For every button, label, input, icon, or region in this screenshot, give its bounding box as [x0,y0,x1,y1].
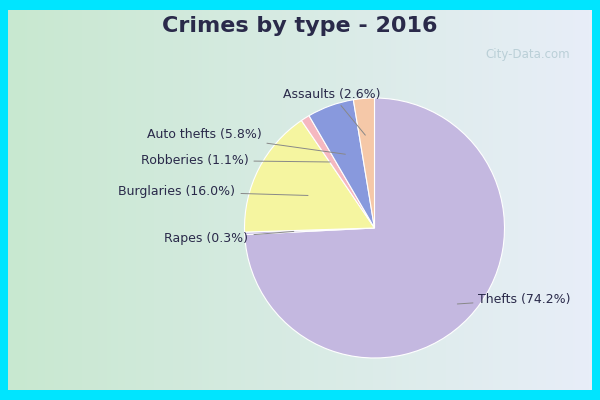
Text: Crimes by type - 2016: Crimes by type - 2016 [162,16,438,36]
Text: Assaults (2.6%): Assaults (2.6%) [283,88,380,135]
Wedge shape [245,228,374,234]
Wedge shape [301,116,374,228]
Wedge shape [353,98,374,228]
Text: Thefts (74.2%): Thefts (74.2%) [457,293,571,306]
Wedge shape [245,98,505,358]
Text: Rapes (0.3%): Rapes (0.3%) [164,232,294,245]
Text: Burglaries (16.0%): Burglaries (16.0%) [118,185,308,198]
Wedge shape [245,120,374,232]
Text: Auto thefts (5.8%): Auto thefts (5.8%) [146,128,346,154]
Wedge shape [309,100,374,228]
Text: Robberies (1.1%): Robberies (1.1%) [140,154,330,167]
Text: City-Data.com: City-Data.com [485,48,570,61]
